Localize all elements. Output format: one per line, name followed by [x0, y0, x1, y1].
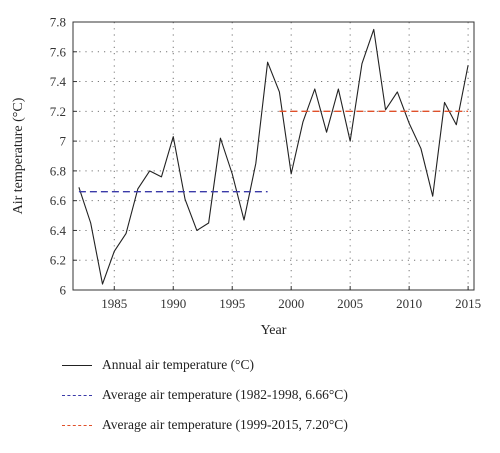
plot-frame — [72, 21, 475, 291]
legend-swatch-average-1982-1998 — [62, 394, 92, 396]
y-tick-label: 6 — [60, 283, 67, 298]
x-tick-label: 1990 — [160, 296, 186, 311]
legend-swatch-annual — [62, 364, 92, 366]
y-tick-label: 6.4 — [50, 223, 67, 238]
legend-item-average-1999-2015: Average air temperature (1999-2015, 7.20… — [62, 416, 492, 434]
x-tick-label: 2000 — [278, 296, 304, 311]
legend-item-average-1982-1998: Average air temperature (1982-1998, 6.66… — [62, 386, 492, 404]
y-axis-title: Air temperature (°C) — [11, 97, 26, 214]
legend-item-annual: Annual air temperature (°C) — [62, 356, 492, 374]
legend-swatch-average-1999-2015 — [62, 424, 92, 426]
series-annual-air-temperature — [78, 28, 469, 285]
series-layer — [78, 28, 469, 285]
y-tick-label: 7.6 — [50, 44, 67, 59]
ticks-layer: 6 6.2 6.4 6.6 6.8 7 7.2 7.4 7.6 7.8 1985 1990 1995 20… — [50, 15, 481, 312]
y-tick-label: 7.2 — [50, 104, 66, 119]
x-tick-label: 2010 — [396, 296, 422, 311]
y-tick-label: 7.8 — [50, 15, 66, 30]
y-tick-label: 7 — [60, 134, 67, 149]
x-tick-label: 1985 — [101, 296, 127, 311]
line-chart: 6 6.2 6.4 6.6 6.8 7 7.2 7.4 7.6 7.8 1985 1990 1995 20… — [11, 15, 481, 339]
y-tick-label: 6.8 — [50, 163, 66, 178]
y-tick-label: 6.6 — [50, 193, 67, 208]
legend-label-annual: Annual air temperature (°C) — [102, 357, 254, 372]
y-tick-label: 6.2 — [50, 253, 66, 268]
x-tick-label: 1995 — [219, 296, 245, 311]
x-axis-title: Year — [261, 323, 287, 338]
legend-label-average-1982-1998: Average air temperature (1982-1998, 6.66… — [102, 387, 348, 402]
x-tick-label: 2005 — [337, 296, 363, 311]
legend: Annual air temperature (°C) Average air … — [62, 356, 492, 446]
legend-label-average-1999-2015: Average air temperature (1999-2015, 7.20… — [102, 417, 348, 432]
grid-layer — [73, 22, 474, 290]
x-tick-label: 2015 — [455, 296, 481, 311]
y-tick-label: 7.4 — [50, 74, 67, 89]
